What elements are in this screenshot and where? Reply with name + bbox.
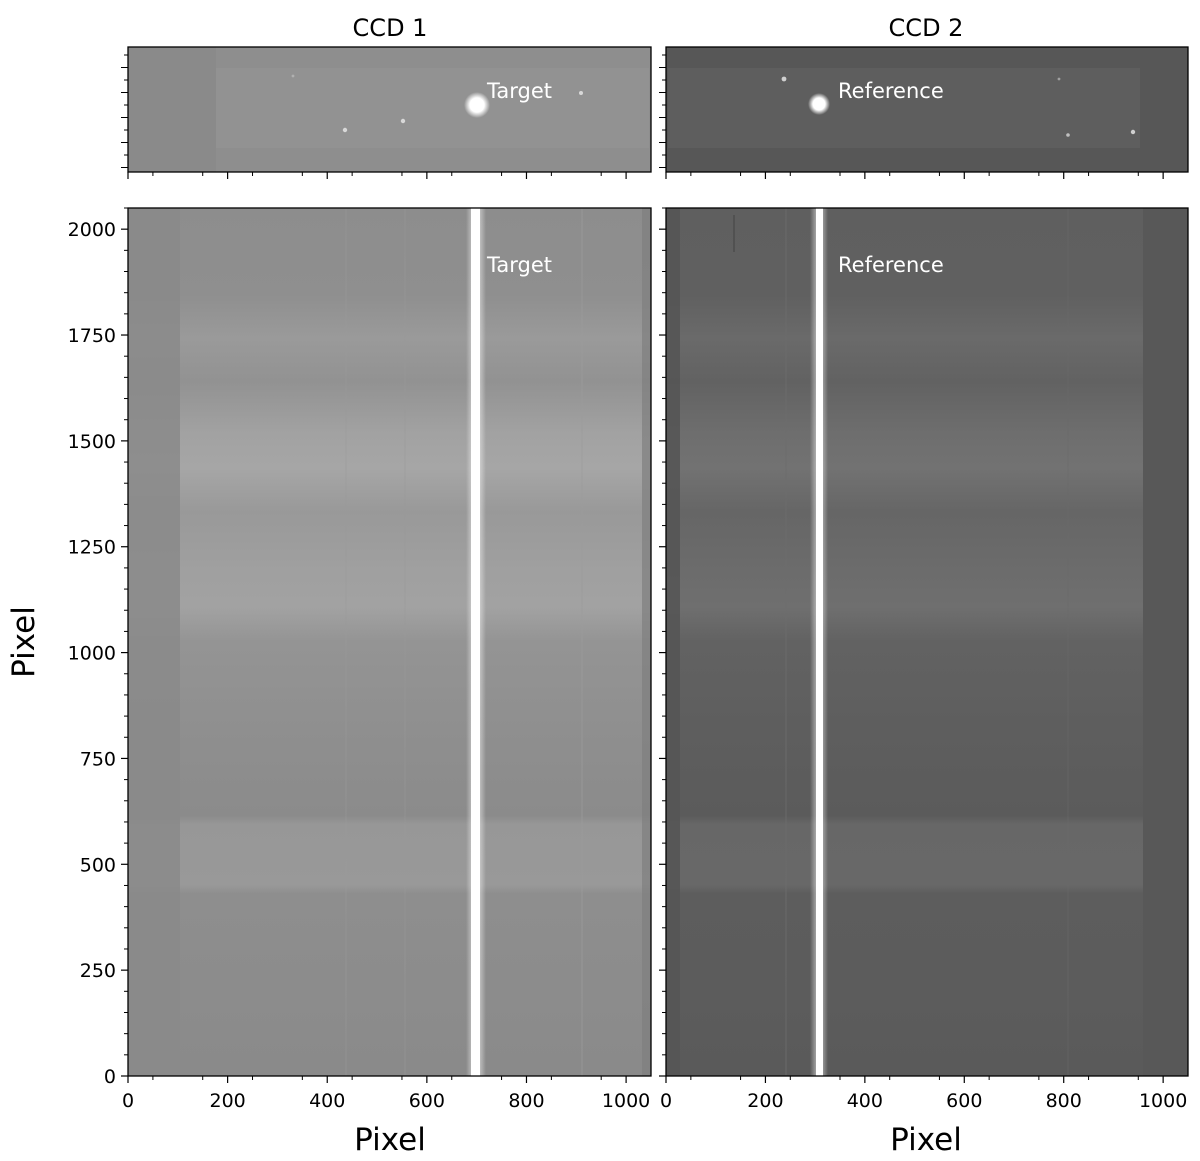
x-tick-label: 1000 [1139,1090,1187,1112]
y-tick-label: 500 [80,854,116,876]
panel-title-ccd1: CCD 1 [353,14,428,42]
x-tick-label: 600 [409,1090,445,1112]
x-tick-label: 800 [508,1090,544,1112]
ccd1-target-trace [471,208,480,1076]
ccd2-spectrum-image: Reference [665,207,1189,1077]
ccd1-faint-star [342,127,348,133]
y-axis-title: Pixel [6,606,42,678]
ccd1-top-label: Target [486,79,552,103]
x-axis-title-ccd1: Pixel [354,1122,426,1158]
ccd1-faint-star [579,91,583,95]
x-tick-label: 400 [309,1090,345,1112]
ccd1-spectrum-image: Target [127,207,652,1077]
y-tick-label: 2000 [68,219,116,241]
y-tick-label: 1250 [68,537,116,559]
x-axis-title-ccd2: Pixel [890,1122,962,1158]
x-tick-label: 200 [747,1090,783,1112]
y-tick-label: 1750 [68,325,116,347]
x-tick-label: 800 [1046,1090,1082,1112]
ccd2-acquisition-image: Reference [665,46,1189,173]
panel-title-ccd2: CCD 2 [889,14,964,42]
ccd2-main-label: Reference [838,253,944,277]
ccd2-faint-star [1057,77,1061,81]
y-tick-label: 1000 [68,643,116,665]
x-tick-label: 600 [946,1090,982,1112]
y-tick-label: 0 [104,1066,116,1088]
ccd2-top-label: Reference [838,79,944,103]
ccd1-faint-star [291,74,295,78]
y-tick-label: 250 [80,960,116,982]
x-tick-label: 0 [122,1090,134,1112]
ccd1-main-label: Target [486,253,552,277]
ccd2-faint-star [1130,129,1136,135]
ccd2-reference-trace [816,208,823,1076]
ccd2-faint-star [1066,133,1070,137]
ccd1-acquisition-image: Target [127,46,652,173]
x-tick-label: 200 [209,1090,245,1112]
x-tick-label: 1000 [602,1090,650,1112]
x-tick-label: 0 [660,1090,672,1112]
axis-ticks: 0 200 400 600 800 1000 0 250 500 750 1000 1250 1500 1… [68,54,1187,1112]
y-tick-label: 750 [80,748,116,770]
ccd1-faint-star [400,118,406,124]
y-tick-label: 1500 [68,431,116,453]
ccd2-faint-star [781,76,787,82]
x-tick-label: 400 [847,1090,883,1112]
